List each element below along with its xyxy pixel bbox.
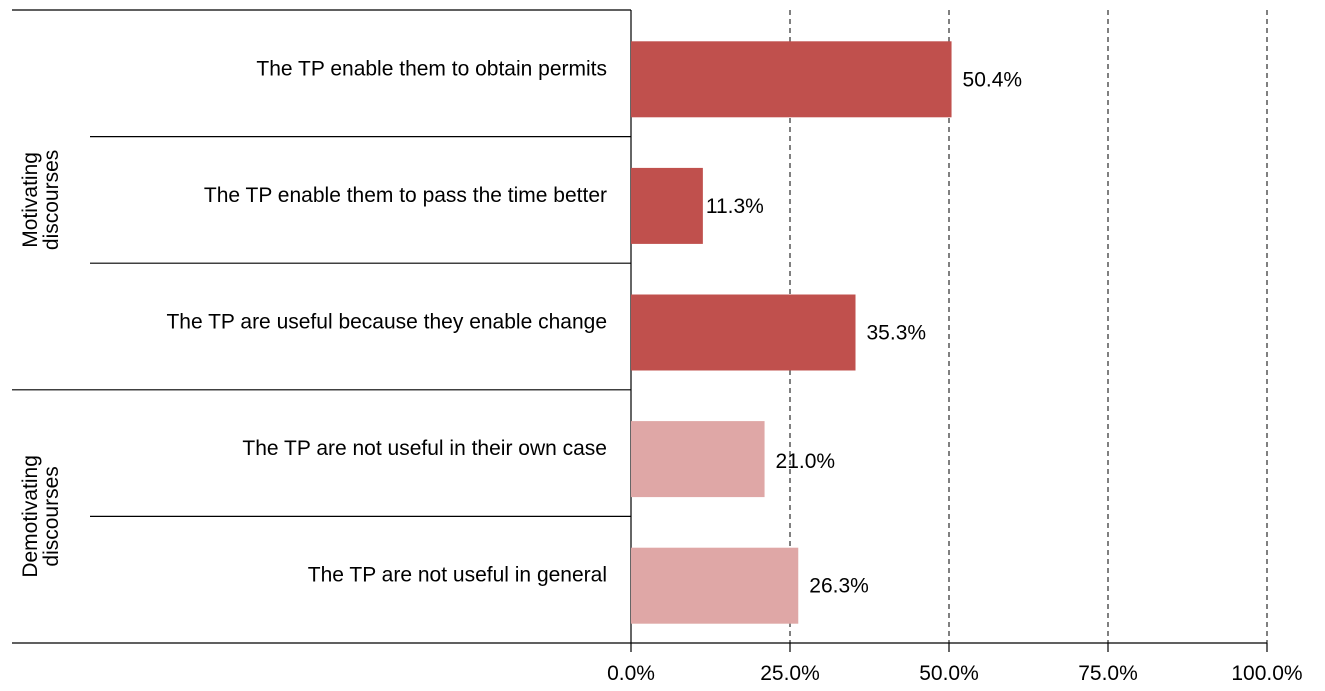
group-label-line: Demotivating [19,455,42,578]
category-label: The TP enable them to obtain permits [256,57,607,80]
group-label: Demotivatingdiscourses [19,455,63,578]
bar [631,547,799,624]
value-label: 21.0% [776,450,836,473]
category-table: MotivatingdiscoursesDemotivatingdiscours… [12,9,632,643]
group-label-line: discourses [40,466,63,566]
group-label: Motivatingdiscourses [19,150,63,250]
value-label: 26.3% [809,575,869,598]
x-axis: 0.0% 25.0% 50.0% 75.0% 100.0% [12,642,1303,685]
bar [631,294,856,371]
x-tick-label: 75.0% [1078,662,1138,685]
value-label: 11.3% [706,195,764,218]
group-label-line: Motivating [19,152,42,248]
category-label: The TP are not useful in general [308,564,607,587]
value-labels-layer: The TP enable them to obtain permits 50.4… [166,57,1022,597]
group-label-line: discourses [40,150,63,250]
bar [631,421,765,498]
category-label: The TP are useful because they enable ch… [166,311,607,334]
x-tick-label: 25.0% [760,662,820,685]
value-label: 50.4% [963,68,1023,91]
category-label: The TP are not useful in their own case [242,437,607,460]
category-label: The TP enable them to pass the time bett… [204,184,607,207]
value-label: 35.3% [867,322,927,345]
x-tick-label: 0.0% [607,662,655,685]
x-tick-label: 100.0% [1231,662,1302,685]
bar [631,167,703,244]
x-tick-label: 50.0% [919,662,979,685]
bars-layer [631,41,952,624]
bar [631,41,952,118]
